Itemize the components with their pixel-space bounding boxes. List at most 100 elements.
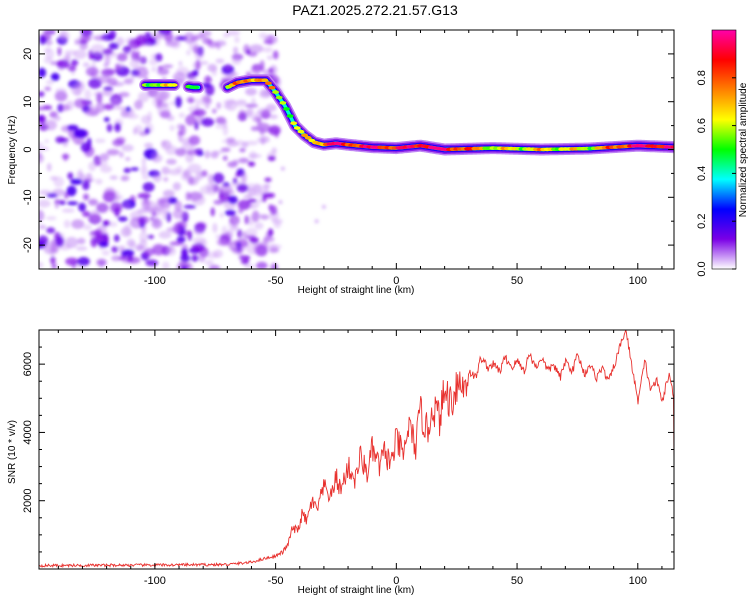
spectrogram-noise-blob xyxy=(123,223,131,236)
spectrogram-noise-blob xyxy=(216,42,221,50)
colorbar: 0.0 0.2 0.4 0.6 0.8 Normalized spectral ampl… xyxy=(696,29,749,277)
spectrogram-noise-blob xyxy=(46,216,57,221)
spectrogram-noise-blob xyxy=(249,44,264,54)
spectrogram-ridge-core xyxy=(275,95,283,100)
spectrogram-noise-blob xyxy=(169,241,184,246)
spectrogram-noise-blob xyxy=(97,224,107,235)
spectrogram-noise-blob xyxy=(162,189,175,198)
spectrogram-noise-blob xyxy=(64,50,78,55)
spectrogram-noise-blob xyxy=(211,265,217,269)
spectrogram-noise-blob xyxy=(210,207,215,217)
spectrogram-noise-blob xyxy=(243,194,253,199)
spectrogram-ridge-core xyxy=(170,83,178,87)
spectrogram-noise-blob xyxy=(148,58,159,66)
spectrogram-noise-blob xyxy=(236,184,249,193)
snr-xtick-label: 50 xyxy=(511,575,523,587)
spectrogram-noise-blob xyxy=(39,199,51,208)
spectrogram-noise-blob xyxy=(202,95,211,104)
spectrogram-noise-blob xyxy=(204,260,214,266)
spectrogram-noise-blob xyxy=(321,204,326,209)
spectrogram-noise-blob xyxy=(243,264,255,269)
spectrogram-noise-blob xyxy=(46,193,58,198)
spectrogram-noise-blob xyxy=(188,135,201,146)
spectrogram-noise-blob xyxy=(244,215,249,225)
spectrogram-ridge-core xyxy=(283,107,290,111)
spectrogram-noise-blob xyxy=(167,197,178,204)
spectrogram-noise-blob xyxy=(221,225,228,237)
spectrogram-noise-blob xyxy=(39,106,46,111)
spectrogram-ridge-core xyxy=(261,78,269,82)
spectrogram-noise-blob xyxy=(94,138,106,144)
spectrogram-noise-blob xyxy=(75,246,88,251)
spectrogram-noise-blob xyxy=(248,153,262,158)
spectrogram-noise-blob xyxy=(158,30,172,35)
spectrogram-noise-blob xyxy=(237,229,243,238)
spectrogram-noise-blob xyxy=(61,208,75,213)
spectrogram-noise-blob xyxy=(223,99,237,105)
spectrogram-noise-blob xyxy=(45,30,51,38)
colorbar-label: Normalized spectral amplitude xyxy=(738,82,749,217)
spectrogram-noise-blob xyxy=(125,157,131,161)
spectrogram-noise-blob xyxy=(213,249,224,258)
spectrogram-noise-blob xyxy=(128,241,137,250)
spectrogram-noise-blob xyxy=(190,111,201,116)
spectrogram-noise-blob xyxy=(130,167,139,172)
spectrogram-noise-blob xyxy=(77,256,90,266)
spectrogram-noise-blob xyxy=(51,263,57,269)
spectrogram-noise-blob xyxy=(224,209,236,216)
spectrogram-noise-blob xyxy=(228,195,238,204)
snr-xtick-label: 0 xyxy=(393,575,399,587)
spectrogram-noise-blob xyxy=(185,152,194,163)
spectrogram-noise-blob xyxy=(229,215,240,226)
snr-series-line xyxy=(39,330,674,569)
spectrogram-noise-blob xyxy=(191,254,199,262)
spectrogram-noise-blob xyxy=(178,112,185,119)
spectrogram-noise-blob xyxy=(254,222,264,230)
colorbar-tick-label: 0.6 xyxy=(696,118,708,133)
spectrogram-noise-blob xyxy=(83,193,89,201)
spectrogram-noise-blob xyxy=(67,124,79,131)
spectrogram-noise-blob xyxy=(241,171,247,184)
spectrogram-ytick-label: 0 xyxy=(22,146,34,152)
spectrogram-xlabel: Height of straight line (km) xyxy=(298,285,415,296)
spectrogram-noise-blob xyxy=(157,105,171,117)
spectrogram-noise-blob xyxy=(125,106,131,112)
spectrogram-noise-blob xyxy=(70,178,83,185)
spectrogram-noise-blob xyxy=(103,187,116,199)
spectrogram-noise-blob xyxy=(249,236,259,244)
spectrogram-noise-blob xyxy=(218,184,233,194)
spectrogram-noise-blob xyxy=(251,97,256,108)
spectrogram-noise-blob xyxy=(113,196,120,202)
spectrogram-noise-blob xyxy=(256,261,268,269)
spectrogram-noise-blob xyxy=(259,59,265,72)
spectrogram-noise-blob xyxy=(237,254,248,262)
spectrogram-ytick-label: 20 xyxy=(22,48,34,60)
spectrogram-noise-blob xyxy=(78,202,86,212)
spectrogram-noise-blob xyxy=(262,192,276,199)
spectrogram-ridge-layer xyxy=(139,74,674,156)
spectrogram-noise-blob xyxy=(90,44,105,55)
spectrogram-noise-blob xyxy=(149,216,154,221)
spectrogram-noise-blob xyxy=(247,198,257,203)
spectrogram-noise-blob xyxy=(257,107,270,116)
spectrogram-noise-blob xyxy=(106,123,113,133)
spectrogram-noise-blob xyxy=(59,137,69,143)
spectrogram-noise-blob xyxy=(130,71,136,81)
spectrogram-ridge-core xyxy=(290,121,298,125)
spectrogram-noise-blob xyxy=(154,89,167,101)
spectrogram-noise-blob xyxy=(137,216,149,225)
spectrogram-noise-blob xyxy=(151,66,157,73)
spectrogram-ridge-core xyxy=(301,133,308,137)
spectrogram-noise-blob xyxy=(113,234,120,242)
spectrogram-noise-blob xyxy=(104,54,111,66)
spectrogram-noise-blob xyxy=(226,140,239,147)
spectrogram-noise-blob xyxy=(178,60,183,67)
spectrogram-noise-blob xyxy=(234,36,240,44)
spectrogram-noise-blob xyxy=(175,148,187,157)
snr-ytick-label: 2000 xyxy=(22,488,34,512)
spectrogram-noise-blob xyxy=(106,149,120,156)
spectrogram-noise-blob xyxy=(39,142,44,147)
spectrogram-noise-blob xyxy=(192,194,206,206)
spectrogram-noise-blob xyxy=(39,67,47,78)
spectrogram-noise-blob xyxy=(96,92,103,104)
